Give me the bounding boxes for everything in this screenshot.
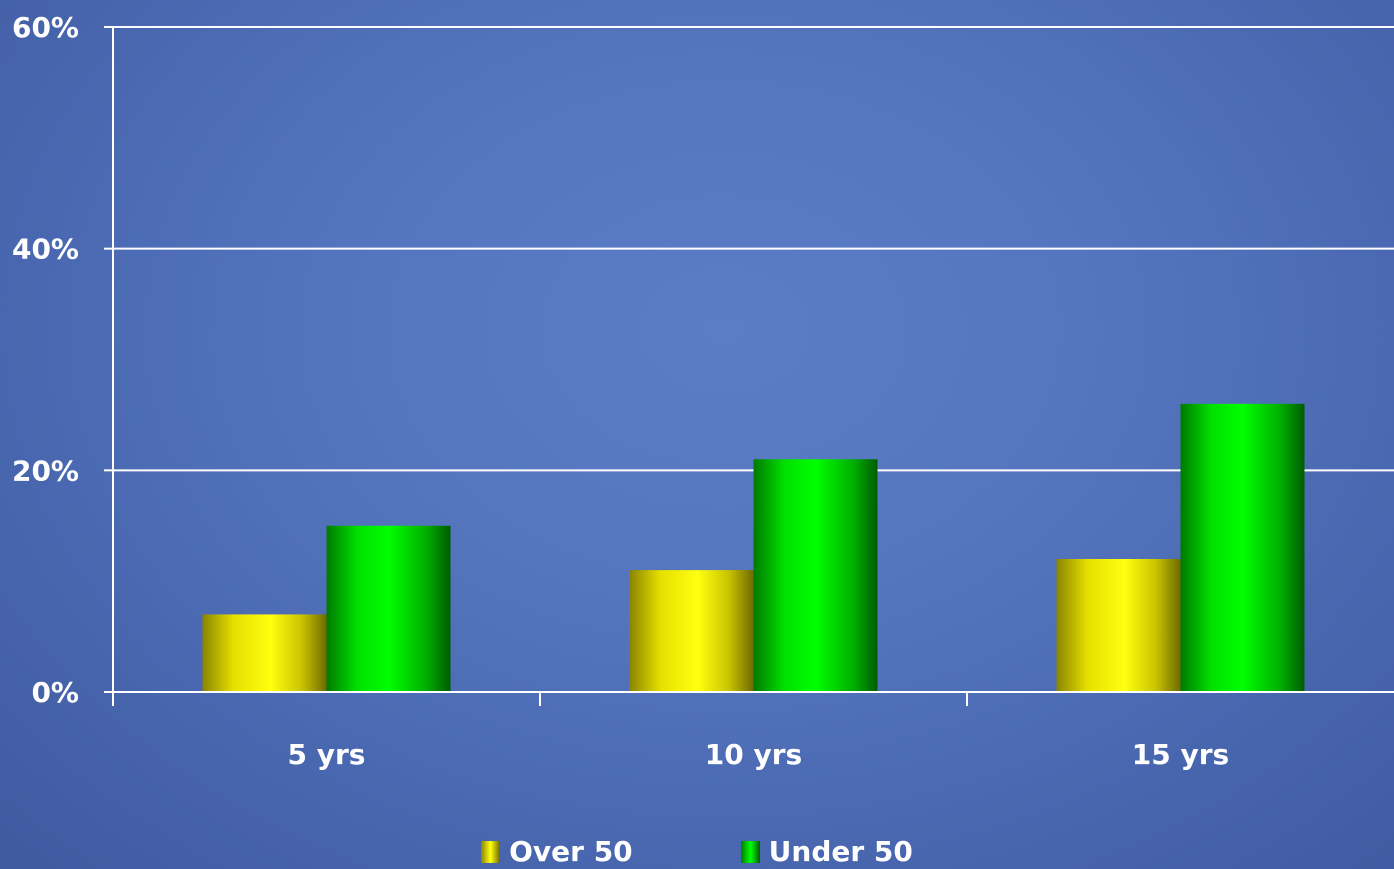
bar-under-50-1 (753, 459, 878, 692)
legend-item-over-50: Over 50 (481, 834, 633, 869)
bar-under-50-2 (1180, 403, 1305, 692)
y-tick-label-60: 60% (12, 11, 79, 44)
legend-label-under-50: Under 50 (768, 835, 913, 868)
bar-over-50-1 (629, 570, 754, 692)
legend-item-under-50: Under 50 (740, 834, 913, 869)
x-tick-label-2: 15 yrs (1132, 738, 1229, 771)
bar-over-50-0 (202, 614, 327, 692)
y-tick-label-40: 40% (12, 233, 79, 266)
x-tick-label-0: 5 yrs (288, 738, 366, 771)
y-tick-label-20: 20% (12, 454, 79, 487)
chart-legend: Over 50 Under 50 (0, 834, 1394, 869)
y-tick-label-0: 0% (31, 676, 79, 709)
legend-swatch-under-50 (740, 840, 760, 863)
legend-swatch-over-50 (481, 840, 501, 863)
bar-over-50-2 (1056, 559, 1181, 692)
bar-under-50-0 (326, 525, 451, 692)
legend-label-over-50: Over 50 (509, 835, 633, 868)
x-tick-label-1: 10 yrs (705, 738, 802, 771)
